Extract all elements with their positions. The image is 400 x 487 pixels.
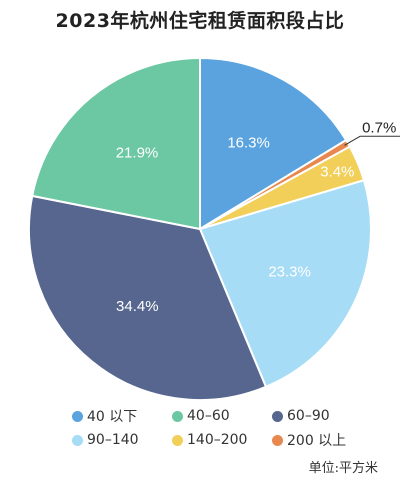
- legend-swatch: [72, 434, 83, 446]
- legend-swatch: [272, 410, 283, 422]
- legend-item-90-140: 90–140: [72, 430, 139, 450]
- legend-label: 200 以上: [287, 433, 347, 449]
- legend-label: 90–140: [87, 432, 139, 448]
- slice-label-60-90: 34.4%: [116, 298, 159, 315]
- legend-row-2: 90–140 140–200 200 以上: [0, 430, 400, 450]
- slice-label-200: 0.7%: [362, 119, 396, 136]
- slice-label-90-140: 23.3%: [268, 264, 311, 281]
- legend-item-140-200: 140–200: [172, 430, 247, 450]
- legend-label: 60–90: [287, 408, 330, 424]
- legend-label: 40 以下: [87, 409, 138, 425]
- legend-item-40: 40 以下: [72, 406, 137, 426]
- pie-slice-60-90: [27, 194, 268, 401]
- legend-swatch: [172, 410, 183, 422]
- legend-swatch: [272, 434, 283, 446]
- legend-item-200: 200 以上: [272, 430, 346, 450]
- pie-slice-40-60: [31, 56, 201, 231]
- chart-title: 2023年杭州住宅租赁面积段占比: [55, 10, 345, 32]
- leader-line: [344, 135, 400, 146]
- legend-row-1: 40 以下 40–60 60–90: [0, 406, 400, 426]
- legend-item-60-90: 60–90: [272, 406, 330, 426]
- slice-label-40-60: 21.9%: [116, 144, 159, 161]
- pie-slice-40: [199, 56, 348, 231]
- pie-slice-90-140: [198, 179, 372, 389]
- slice-label-40: 16.3%: [227, 135, 270, 152]
- slice-label-140-200: 3.4%: [320, 164, 354, 181]
- legend-swatch: [72, 410, 83, 422]
- legend-item-40-60: 40–60: [172, 406, 230, 426]
- legend-label: 40–60: [187, 408, 230, 424]
- legend-swatch: [172, 434, 183, 446]
- legend-label: 140–200: [187, 432, 248, 448]
- unit-note: 单位:平方米: [308, 461, 378, 476]
